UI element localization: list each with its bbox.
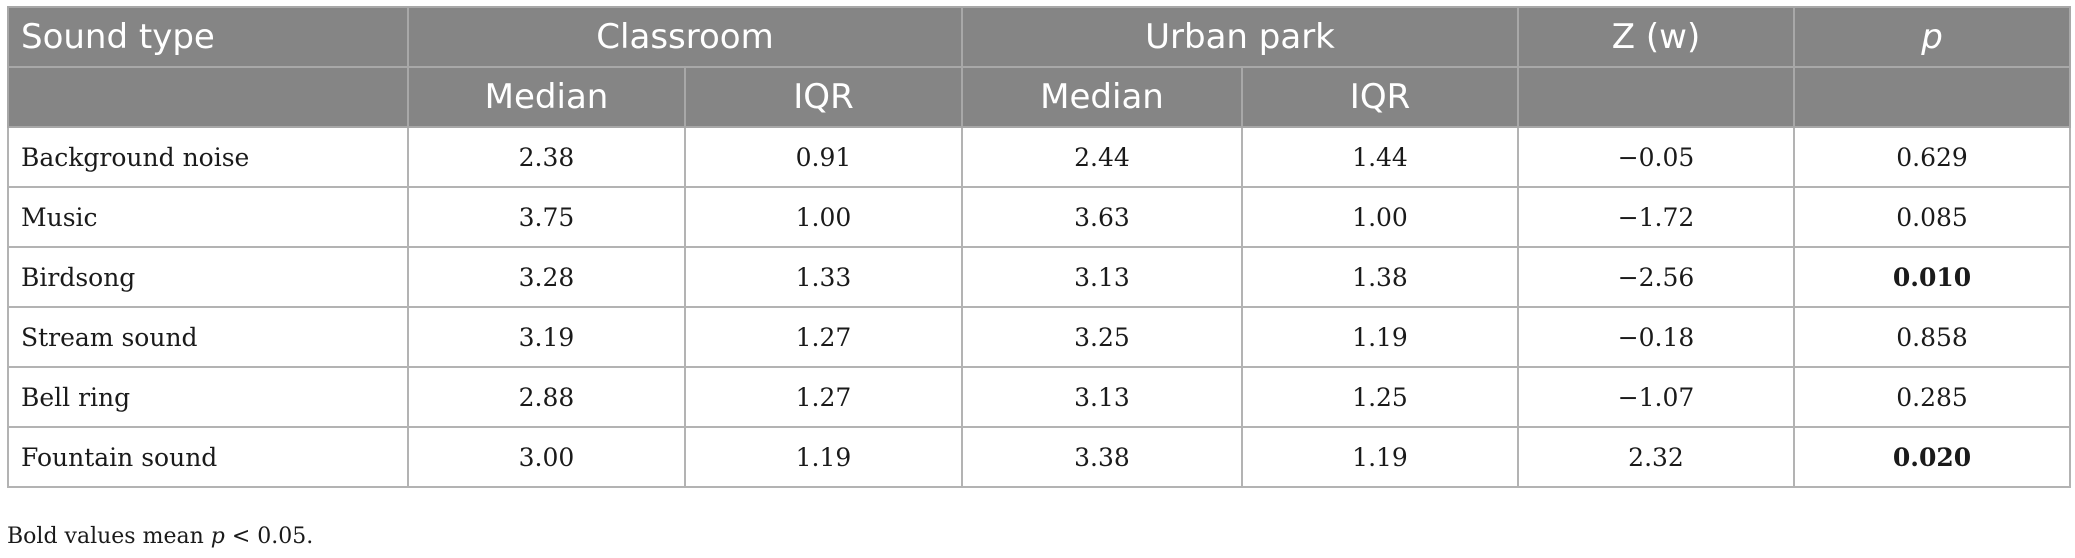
urban-median-cell: 3.63 [961, 186, 1243, 248]
table-row: Music 3.75 1.00 3.63 1.00 −1.72 0.085 [7, 186, 2072, 248]
urban-iqr-cell: 1.19 [1240, 306, 1520, 368]
row-label: Birdsong [7, 246, 409, 308]
table-row: Bell ring 2.88 1.27 3.13 1.25 −1.07 0.28… [7, 366, 2072, 428]
urban-iqr-cell: 1.25 [1240, 366, 1520, 428]
header-row-2: Median IQR Median IQR [7, 66, 2072, 128]
results-table: Sound type Classroom Urban park Z (w) p … [7, 6, 2072, 488]
classroom-median-cell: 3.75 [407, 186, 686, 248]
p-cell: 0.010 [1793, 246, 2072, 308]
row-label: Bell ring [7, 366, 409, 428]
classroom-iqr-cell: 1.00 [684, 186, 963, 248]
urban-median-cell: 3.13 [961, 366, 1243, 428]
classroom-iqr-cell: 1.27 [684, 306, 963, 368]
classroom-iqr-cell: 1.19 [684, 426, 963, 488]
urban-median-cell: 3.25 [961, 306, 1243, 368]
urban-iqr-cell: 1.38 [1240, 246, 1520, 308]
table-footnote: Bold values mean p < 0.05. [7, 524, 313, 549]
z-cell: 2.32 [1517, 426, 1796, 488]
classroom-iqr-cell: 0.91 [684, 126, 963, 188]
header-classroom: Classroom [407, 6, 963, 68]
urban-iqr-cell: 1.44 [1240, 126, 1520, 188]
urban-median-cell: 3.38 [961, 426, 1243, 488]
header-urban-iqr: IQR [1240, 66, 1520, 128]
row-label: Fountain sound [7, 426, 409, 488]
urban-iqr-cell: 1.19 [1240, 426, 1520, 488]
classroom-median-cell: 3.19 [407, 306, 686, 368]
header-classroom-iqr: IQR [684, 66, 963, 128]
row-label: Stream sound [7, 306, 409, 368]
urban-median-cell: 3.13 [961, 246, 1243, 308]
urban-iqr-cell: 1.00 [1240, 186, 1520, 248]
z-cell: −1.07 [1517, 366, 1796, 428]
table-row: Birdsong 3.28 1.33 3.13 1.38 −2.56 0.010 [7, 246, 2072, 308]
header-sound-type: Sound type [7, 6, 409, 68]
row-label: Background noise [7, 126, 409, 188]
table-row: Fountain sound 3.00 1.19 3.38 1.19 2.32 … [7, 426, 2072, 488]
classroom-median-cell: 2.88 [407, 366, 686, 428]
classroom-iqr-cell: 1.27 [684, 366, 963, 428]
p-cell: 0.285 [1793, 366, 2072, 428]
header-classroom-median: Median [407, 66, 686, 128]
header-empty-3 [1793, 66, 2072, 128]
p-cell: 0.085 [1793, 186, 2072, 248]
p-cell: 0.629 [1793, 126, 2072, 188]
row-label: Music [7, 186, 409, 248]
z-cell: −0.05 [1517, 126, 1796, 188]
urban-median-cell: 2.44 [961, 126, 1243, 188]
header-z: Z (w) [1517, 6, 1796, 68]
header-empty-1 [7, 66, 409, 128]
classroom-median-cell: 3.00 [407, 426, 686, 488]
classroom-median-cell: 3.28 [407, 246, 686, 308]
header-empty-2 [1517, 66, 1796, 128]
z-cell: −0.18 [1517, 306, 1796, 368]
footnote-p-symbol: p [210, 524, 225, 549]
footnote-prefix: Bold values mean [7, 524, 211, 549]
header-row-1: Sound type Classroom Urban park Z (w) p [7, 6, 2072, 68]
table-row: Background noise 2.38 0.91 2.44 1.44 −0.… [7, 126, 2072, 188]
header-urban-park: Urban park [960, 6, 1520, 68]
header-urban-median: Median [961, 66, 1243, 128]
results-table-container: Sound type Classroom Urban park Z (w) p … [7, 6, 2072, 488]
p-cell: 0.020 [1793, 426, 2072, 488]
table-row: Stream sound 3.19 1.27 3.25 1.19 −0.18 0… [7, 306, 2072, 368]
z-cell: −2.56 [1517, 246, 1796, 308]
p-cell: 0.858 [1793, 306, 2072, 368]
classroom-median-cell: 2.38 [407, 126, 686, 188]
footnote-suffix: < 0.05. [224, 524, 314, 549]
classroom-iqr-cell: 1.33 [684, 246, 963, 308]
z-cell: −1.72 [1517, 186, 1796, 248]
header-p: p [1793, 6, 2072, 68]
